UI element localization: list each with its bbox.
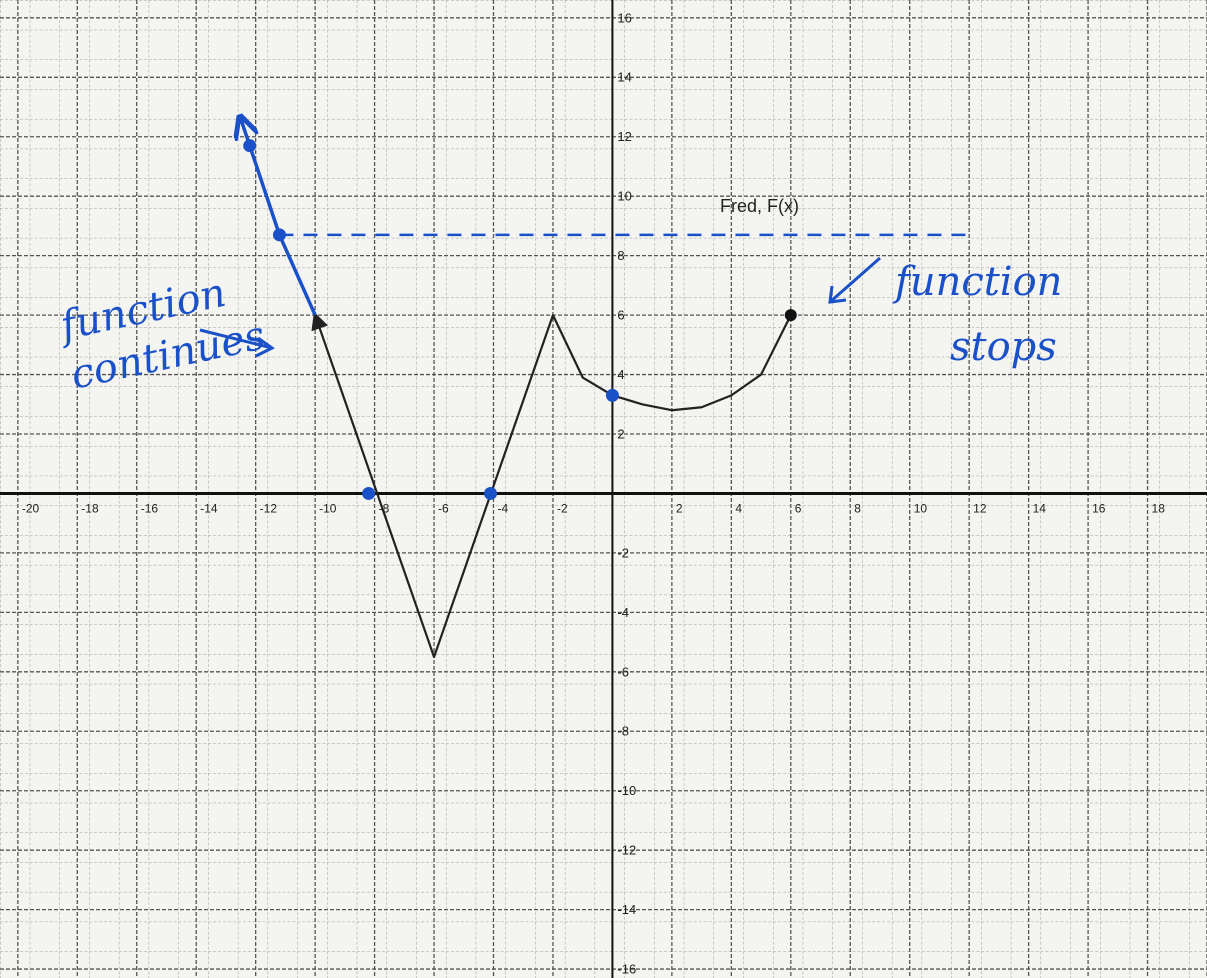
marker-dot bbox=[484, 487, 497, 500]
y-tick-label: 4 bbox=[617, 367, 624, 382]
x-tick-label: 18 bbox=[1152, 502, 1166, 516]
y-tick-label: 12 bbox=[617, 129, 631, 144]
x-tick-label: 6 bbox=[795, 502, 802, 516]
annotation-text: stops bbox=[950, 324, 1057, 370]
marker-dot bbox=[606, 389, 619, 402]
x-tick-label: 12 bbox=[973, 502, 987, 516]
x-tick-label: -16 bbox=[141, 502, 159, 516]
marker-dot bbox=[243, 139, 256, 152]
chart: Fred, F(x) -20-18-16-14-12-10-8-6-4-2246… bbox=[0, 0, 1207, 978]
x-tick-label: -6 bbox=[438, 502, 449, 516]
y-tick-label: -12 bbox=[617, 843, 636, 858]
x-tick-label: 16 bbox=[1092, 502, 1106, 516]
graph-paper bbox=[0, 0, 1207, 978]
x-tick-label: -12 bbox=[260, 502, 278, 516]
x-tick-label: 2 bbox=[676, 502, 683, 516]
y-tick-label: 6 bbox=[617, 308, 624, 323]
y-tick-label: -14 bbox=[617, 902, 636, 917]
y-tick-label: -8 bbox=[617, 724, 629, 739]
y-tick-label: -16 bbox=[617, 962, 636, 977]
y-tick-label: -6 bbox=[617, 664, 629, 679]
x-tick-label: -18 bbox=[81, 502, 99, 516]
x-tick-label: -14 bbox=[200, 502, 218, 516]
x-tick-label: 4 bbox=[735, 502, 742, 516]
y-tick-label: 16 bbox=[617, 10, 631, 25]
marker-dot bbox=[273, 228, 286, 241]
x-tick-label: -2 bbox=[557, 502, 568, 516]
x-tick-label: 8 bbox=[854, 502, 861, 516]
y-tick-label: 2 bbox=[617, 426, 624, 441]
x-tick-label: -10 bbox=[319, 502, 337, 516]
y-tick-label: -10 bbox=[617, 783, 636, 798]
marker-dot bbox=[362, 487, 375, 500]
page: Fred, F(x) -20-18-16-14-12-10-8-6-4-2246… bbox=[0, 0, 1207, 978]
end-point bbox=[785, 309, 797, 321]
annotation-text: function bbox=[892, 259, 1062, 305]
y-tick-label: -2 bbox=[617, 545, 629, 560]
y-tick-label: 14 bbox=[617, 70, 631, 85]
y-tick-label: -4 bbox=[617, 605, 629, 620]
x-tick-label: 10 bbox=[914, 502, 928, 516]
x-tick-label: -20 bbox=[22, 502, 40, 516]
x-tick-label: 14 bbox=[1033, 502, 1047, 516]
y-tick-label: 8 bbox=[617, 248, 624, 263]
x-tick-label: -4 bbox=[498, 502, 509, 516]
y-tick-label: 10 bbox=[617, 189, 631, 204]
